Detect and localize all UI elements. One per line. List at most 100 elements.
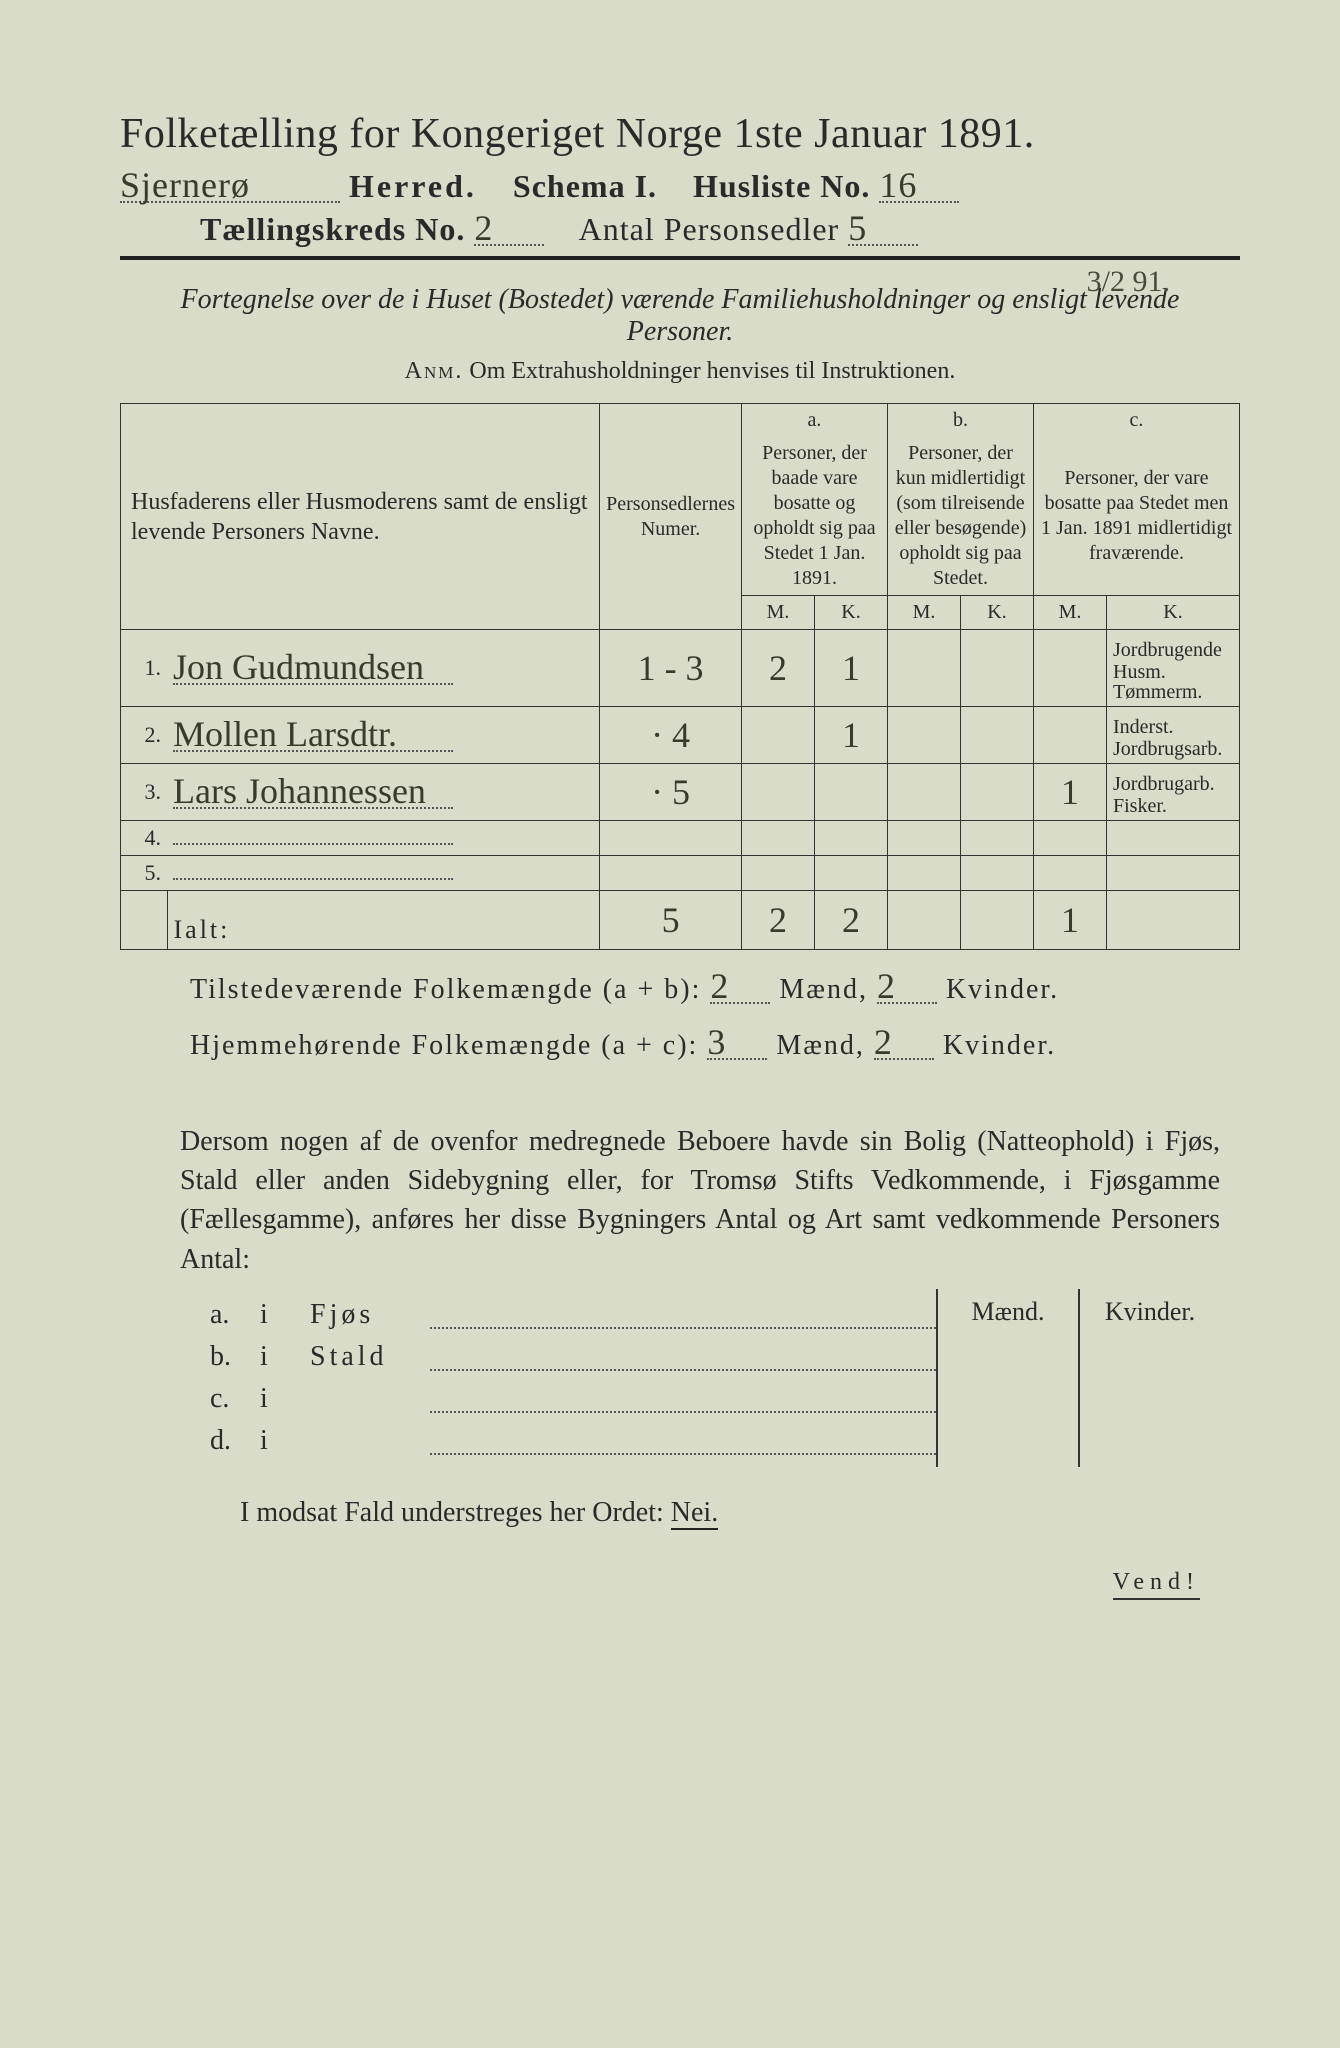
th-c-k: K.: [1107, 596, 1240, 630]
instruction-2: Anm. Om Extrahusholdninger henvises til …: [120, 358, 1240, 385]
th-a-head: a.: [742, 404, 888, 438]
sum-c-m: 1: [1034, 891, 1107, 950]
tilstede-m: 2: [710, 966, 730, 1006]
row-b-k: [961, 856, 1034, 891]
row-pnum: · 4: [600, 707, 742, 764]
bygn-a: b.: [210, 1341, 260, 1373]
bygn-dots: [430, 1344, 936, 1371]
row-a-k: [815, 821, 888, 856]
row-pnum: [600, 821, 742, 856]
row-name: Mollen Larsdtr.: [167, 707, 600, 764]
row-c-k-note: Jordbrugende Husm. Tømmerm.: [1107, 630, 1240, 707]
hjemme-line: Hjemmehørende Folkemængde (a + c): 3 Mæn…: [190, 1026, 1240, 1062]
row-name: [167, 821, 600, 856]
anm-text: Om Extrahusholdninger henvises til Instr…: [469, 358, 955, 384]
bygn-i: i: [260, 1425, 310, 1457]
hjemme-m-label: Mænd,: [776, 1030, 865, 1061]
th-a: Personer, der baade vare bosatte og opho…: [742, 437, 888, 596]
row-b-k: [961, 707, 1034, 764]
row-num: 1.: [121, 630, 168, 707]
bygn-i: i: [260, 1341, 310, 1373]
row-b-m: [888, 856, 961, 891]
schema-label: Schema I.: [513, 168, 657, 204]
divider-1: [120, 256, 1240, 260]
instruction-1: Fortegnelse over de i Huset (Bostedet) v…: [150, 284, 1210, 348]
row-b-k: [961, 764, 1034, 821]
th-c-head: c.: [1034, 404, 1240, 438]
row-b-m: [888, 630, 961, 707]
bygn-row: d.i: [210, 1425, 936, 1457]
row-a-m: [742, 707, 815, 764]
sum-num: 5: [600, 891, 742, 950]
row-c-k-note: Jordbrugarb. Fisker.: [1107, 764, 1240, 821]
row-pnum: 1 - 3: [600, 630, 742, 707]
row-a-k: 1: [815, 707, 888, 764]
th-c-m: M.: [1034, 596, 1107, 630]
row-c-m: 1: [1034, 764, 1107, 821]
row-a-m: 2: [742, 630, 815, 707]
row-b-m: [888, 764, 961, 821]
row-c-m: [1034, 707, 1107, 764]
sum-row: Ialt:5221: [121, 891, 1240, 950]
th-a-k: K.: [815, 596, 888, 630]
row-c-m: [1034, 856, 1107, 891]
building-section: a.iFjøs b.iStald c.i d.i Mænd. Kvinder.: [210, 1289, 1220, 1467]
row-c-m: [1034, 630, 1107, 707]
tilstede-m-label: Mænd,: [779, 974, 868, 1005]
row-num: 4.: [121, 821, 168, 856]
vend-label: Vend!: [1113, 1569, 1200, 1600]
hjemme-m: 3: [707, 1022, 727, 1062]
table-row: 1.Jon Gudmundsen1 - 321 Jordbrugende Hus…: [121, 630, 1240, 707]
header-line-1: Sjernerø Herred. Schema I. Husliste No. …: [120, 168, 1240, 205]
tilstede-label: Tilstedeværende Folkemængde (a + b):: [190, 974, 701, 1005]
sum-b-k: [961, 891, 1034, 950]
row-num: 2.: [121, 707, 168, 764]
form-title: Folketælling for Kongeriget Norge 1ste J…: [120, 110, 1240, 158]
row-a-m: [742, 821, 815, 856]
tilstede-k-label: Kvinder.: [946, 974, 1059, 1005]
nei-word: Nei.: [671, 1497, 718, 1530]
header-line-2: Tællingskreds No. 2 Antal Personsedler 5: [200, 211, 1240, 248]
bygn-label: Fjøs: [310, 1299, 430, 1331]
row-c-k-note: [1107, 856, 1240, 891]
husliste-label: Husliste No.: [693, 168, 870, 204]
row-c-k-note: [1107, 821, 1240, 856]
bygn-i: i: [260, 1299, 310, 1331]
bygn-i: i: [260, 1383, 310, 1415]
row-a-k: [815, 856, 888, 891]
row-b-m: [888, 707, 961, 764]
census-form: 3/2 91. Folketælling for Kongeriget Norg…: [120, 110, 1240, 1529]
kreds-label: Tællingskreds No.: [200, 211, 465, 247]
row-a-k: [815, 764, 888, 821]
row-a-m: [742, 856, 815, 891]
bygn-label: Stald: [310, 1341, 430, 1373]
th-a-m: M.: [742, 596, 815, 630]
row-c-m: [1034, 821, 1107, 856]
nei-line: I modsat Fald understreges her Ordet: Ne…: [240, 1497, 1240, 1529]
table-row: 3.Lars Johannessen· 51 Jordbrugarb. Fisk…: [121, 764, 1240, 821]
row-a-m: [742, 764, 815, 821]
row-num: 3.: [121, 764, 168, 821]
sum-a-m: 2: [742, 891, 815, 950]
row-num: 5.: [121, 856, 168, 891]
tilstede-line: Tilstedeværende Folkemængde (a + b): 2 M…: [190, 970, 1240, 1006]
hjemme-k-label: Kvinder.: [943, 1030, 1056, 1061]
row-pnum: [600, 856, 742, 891]
bygn-kvinder-header: Kvinder.: [1078, 1289, 1220, 1467]
ialt-label: Ialt:: [167, 891, 600, 950]
row-b-m: [888, 821, 961, 856]
herred-label: Herred.: [349, 168, 477, 204]
anm-prefix: Anm.: [405, 358, 464, 384]
row-b-k: [961, 821, 1034, 856]
th-names: Husfaderens eller Husmoderens samt de en…: [121, 404, 600, 630]
corner-date: 3/2 91.: [1087, 265, 1170, 299]
row-name: [167, 856, 600, 891]
row-a-k: 1: [815, 630, 888, 707]
th-c: Personer, der vare bosatte paa Stedet me…: [1034, 437, 1240, 596]
bygn-maend-header: Mænd.: [936, 1289, 1078, 1467]
table-row: 2.Mollen Larsdtr.· 41 Inderst. Jordbrugs…: [121, 707, 1240, 764]
hjemme-k: 2: [874, 1022, 894, 1062]
sum-b-m: [888, 891, 961, 950]
hjemme-label: Hjemmehørende Folkemængde (a + c):: [190, 1030, 698, 1061]
sum-a-k: 2: [815, 891, 888, 950]
